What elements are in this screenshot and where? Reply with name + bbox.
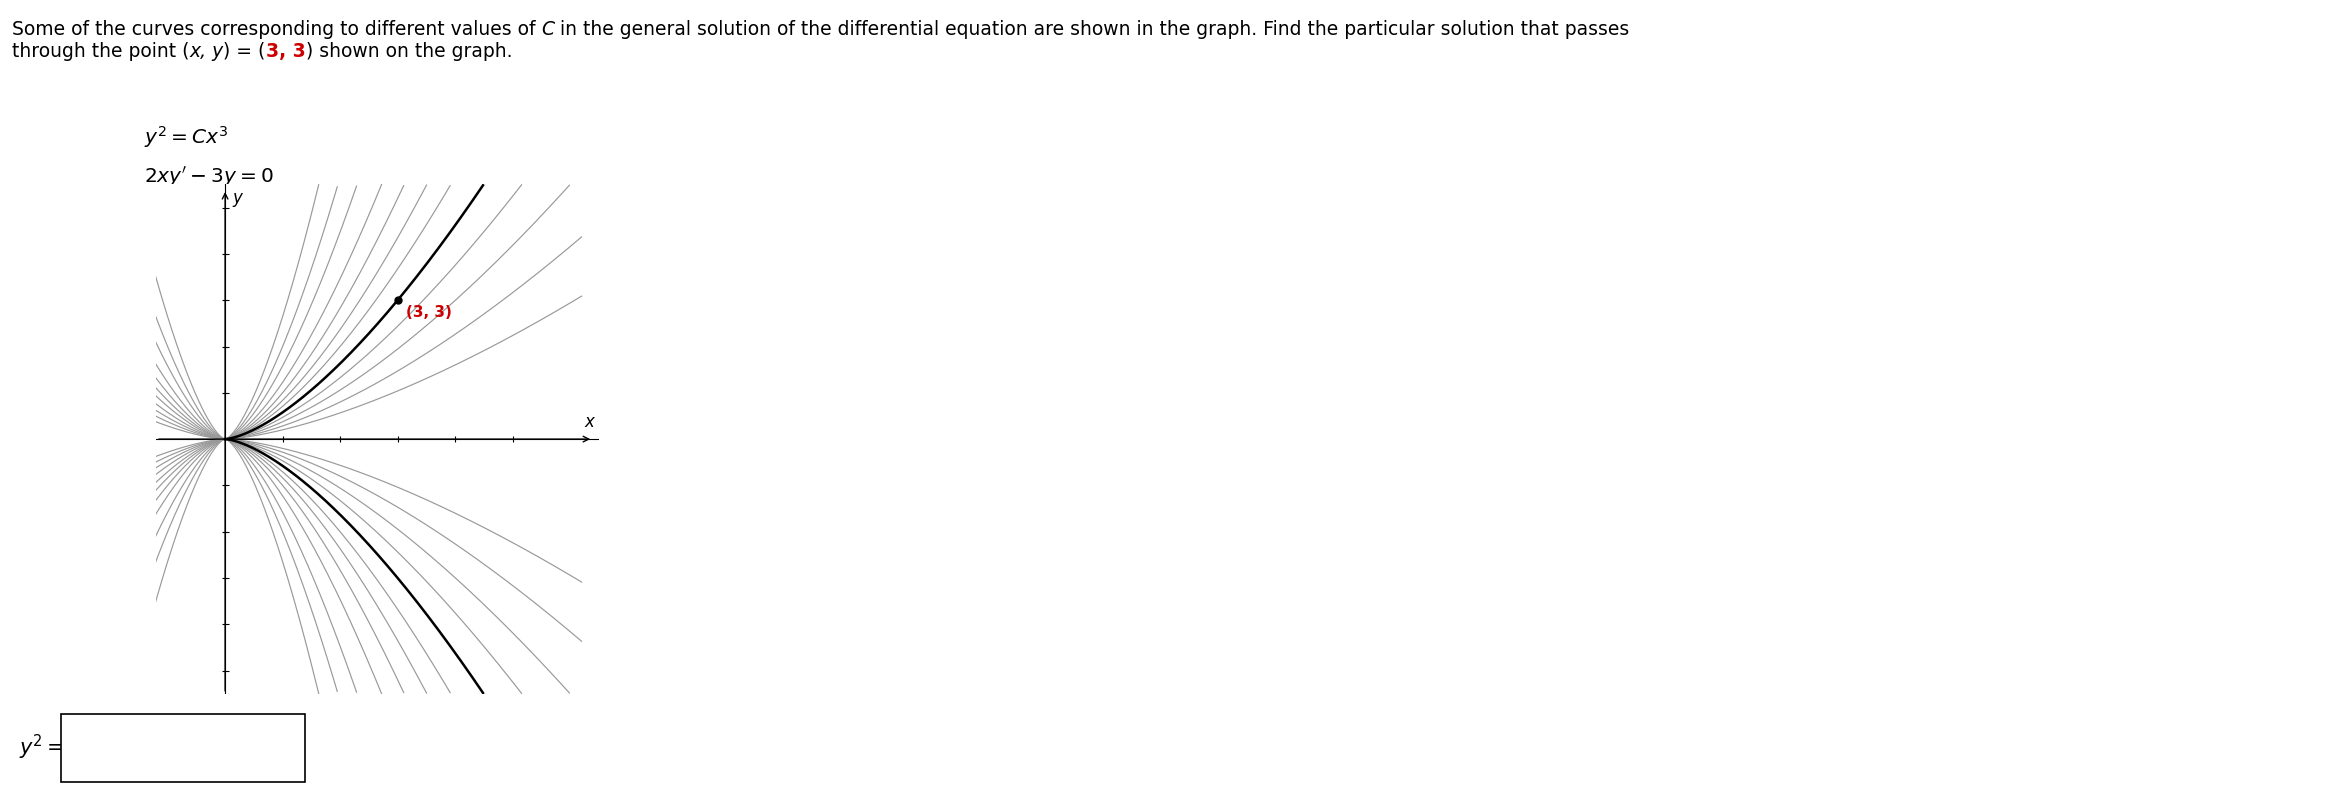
Text: $y$: $y$	[233, 192, 245, 209]
Text: $2xy' - 3y = 0$: $2xy' - 3y = 0$	[144, 164, 275, 188]
Text: C: C	[541, 20, 555, 39]
Text: $y^2 = Cx^3$: $y^2 = Cx^3$	[144, 124, 228, 150]
Text: (3, 3): (3, 3)	[405, 305, 452, 320]
Text: 3, 3: 3, 3	[266, 42, 305, 61]
Text: ⓘ: ⓘ	[571, 496, 585, 515]
Text: Some of the curves corresponding to different values of: Some of the curves corresponding to diff…	[12, 20, 541, 39]
Text: $y^2 =$: $y^2 =$	[19, 733, 63, 762]
Text: in the general solution of the differential equation are shown in the graph. Fin: in the general solution of the different…	[555, 20, 1629, 39]
Text: through the point (: through the point (	[12, 42, 189, 61]
Text: x, y: x, y	[189, 42, 224, 61]
Text: ) shown on the graph.: ) shown on the graph.	[305, 42, 513, 61]
Text: $x$: $x$	[582, 413, 596, 431]
Text: ) = (: ) = (	[224, 42, 266, 61]
